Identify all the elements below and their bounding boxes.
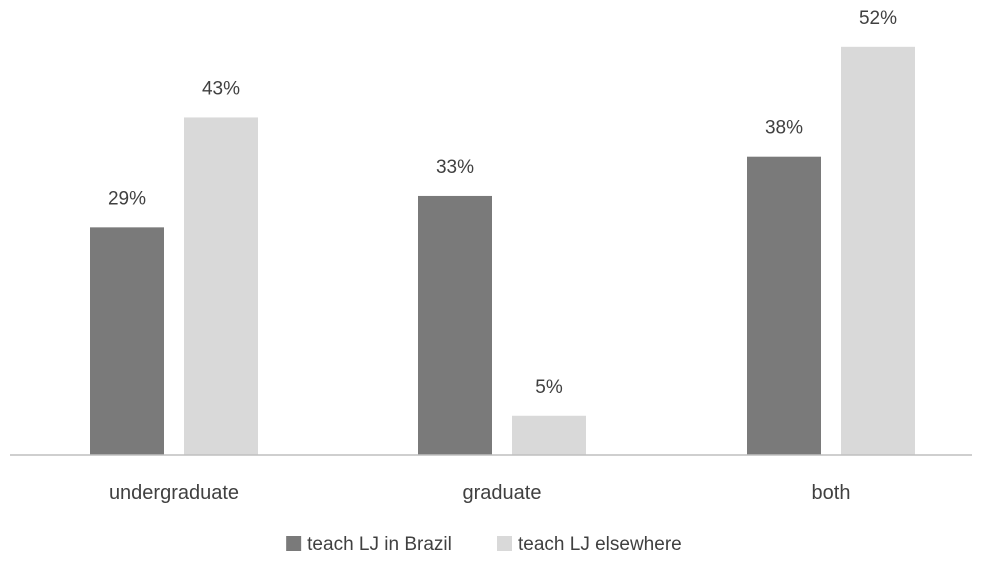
data-label-undergraduate-series-2: 43%	[202, 78, 240, 99]
legend-label-series-2: teach LJ elsewhere	[518, 534, 682, 555]
bars-layer	[90, 46, 915, 456]
legend-label-series-1: teach LJ in Brazil	[307, 534, 452, 555]
data-label-undergraduate-series-1: 29%	[108, 188, 146, 209]
bar-graduate-series-1	[418, 195, 492, 455]
legend-swatch-series-1	[286, 536, 302, 551]
bar-undergraduate-series-1	[90, 227, 164, 455]
x-tick-label-graduate: graduate	[463, 482, 542, 504]
data-labels-layer: 29% 33% 38% 43% 5% 52%	[108, 8, 897, 398]
bar-both-series-1	[747, 156, 821, 455]
data-label-graduate-series-2: 5%	[535, 377, 563, 398]
bar-graduate-series-2	[512, 415, 586, 455]
x-axis-tick-labels: undergraduate graduate both	[109, 482, 851, 504]
data-label-both-series-1: 38%	[765, 118, 803, 139]
data-label-graduate-series-1: 33%	[436, 157, 474, 178]
legend-swatch-series-2	[497, 536, 512, 551]
bar-undergraduate-series-2	[184, 117, 258, 455]
legend: teach LJ in Brazil teach LJ elsewhere	[286, 534, 682, 555]
data-label-both-series-2: 52%	[859, 8, 897, 29]
x-tick-label-both: both	[812, 482, 851, 504]
x-tick-label-undergraduate: undergraduate	[109, 482, 239, 504]
bar-both-series-2	[841, 46, 915, 456]
